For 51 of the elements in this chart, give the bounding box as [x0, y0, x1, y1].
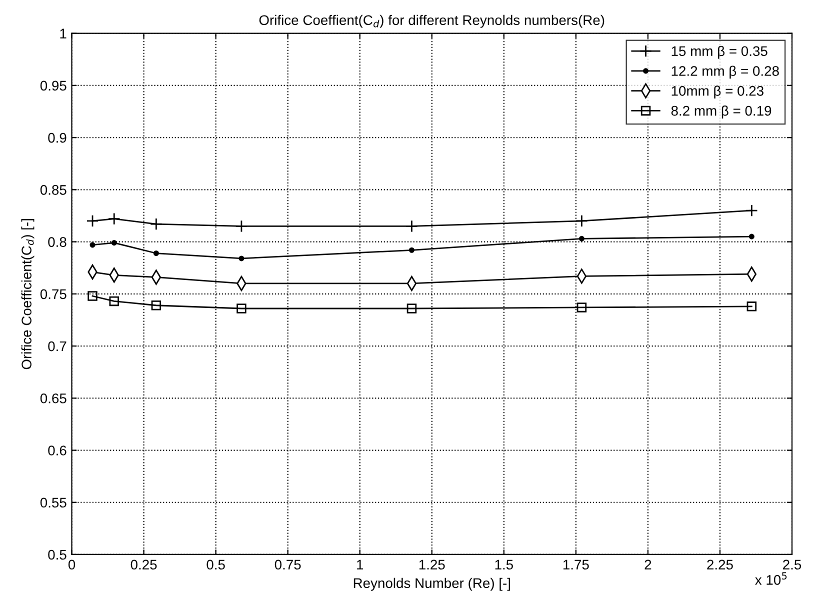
point: [90, 242, 96, 248]
point: [88, 291, 98, 301]
y-tick-label: 1: [60, 28, 66, 38]
point: [153, 250, 159, 256]
point: [150, 218, 162, 230]
point: [745, 204, 758, 217]
point: [235, 220, 248, 232]
y-tick-label: 0.6: [48, 446, 66, 456]
text: x 10$^{5}$: [755, 572, 787, 585]
x-tick-label: 0.5: [206, 560, 225, 570]
point: [111, 240, 117, 246]
x-tick-label: 0: [68, 560, 76, 570]
y-tick-label: 0.95: [40, 80, 66, 91]
point: [578, 236, 584, 242]
y-tick-label: 0.9: [48, 132, 66, 143]
point: [238, 256, 244, 262]
point: [108, 212, 120, 226]
y-tick-label: 0.5: [48, 550, 66, 560]
legend-label: 12.2 mm β = 0.28: [672, 66, 779, 79]
point: [236, 304, 246, 314]
point: [575, 214, 588, 228]
y-tick-label: 0.65: [40, 393, 66, 404]
point: [405, 220, 418, 232]
x-tick-label: 0.75: [274, 560, 301, 570]
point: [408, 247, 414, 253]
x-tick-label: 1.25: [419, 560, 445, 570]
x-tick-label: 1: [357, 560, 364, 570]
point: [109, 296, 119, 306]
point: [748, 234, 754, 240]
chart-title: Orifice Coeffient(C$_{d}$) for different Reynolds numbers(Re): [259, 14, 604, 28]
x-tick-label: 2.25: [707, 560, 733, 570]
point: [746, 302, 757, 312]
y-tick-label: 0.55: [40, 498, 66, 508]
point: [151, 300, 162, 310]
x-tick-label: 1.5: [495, 560, 513, 570]
legend-label: 15 mm β = 0.35: [672, 46, 768, 59]
y-tick-label: 0.75: [40, 289, 66, 300]
x-tick-label: 2: [644, 560, 652, 570]
point: [406, 304, 417, 314]
y-tick-label: 0.7: [48, 341, 66, 352]
y-tick-label: 0.8: [48, 237, 66, 247]
x-axis-title: Reynolds Number (Re) [-]: [354, 578, 510, 591]
legend-label: 8.2 mm β = 0.19: [671, 106, 772, 118]
x-tick-label: 1.75: [563, 560, 589, 570]
x-tick-label: 2.5: [783, 560, 802, 570]
y-axis-title: Orifice Coefficient(C$_{d}$) [-]: [21, 219, 34, 370]
x-tick-label: 0.25: [130, 560, 157, 570]
legend-label: 10mm β = 0.23: [672, 86, 764, 99]
point: [576, 302, 587, 312]
y-tick-label: 0.85: [40, 185, 66, 195]
point: [86, 214, 99, 228]
